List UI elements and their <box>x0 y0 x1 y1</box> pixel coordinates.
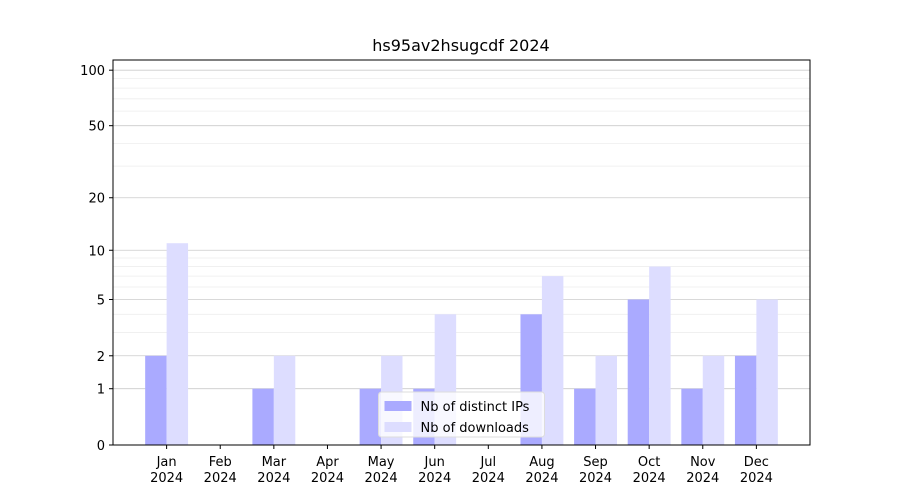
x-tick-label: Nov 2024 <box>686 455 719 486</box>
x-tick-label: May 2024 <box>365 455 398 486</box>
x-tick-label: Jul 2024 <box>472 455 505 486</box>
bar <box>756 299 778 445</box>
bar <box>166 243 189 445</box>
bar <box>681 388 703 445</box>
legend-label: Nb of downloads <box>421 421 530 436</box>
bar <box>145 355 167 445</box>
bar <box>702 355 725 445</box>
bar <box>595 355 617 445</box>
y-tick-label: 10 <box>88 244 105 259</box>
bar <box>574 388 596 445</box>
bar <box>252 388 274 445</box>
x-tick-label: Mar 2024 <box>257 455 290 486</box>
y-tick-label: 20 <box>88 192 105 207</box>
y-tick-label: 0 <box>97 439 105 454</box>
bar <box>734 355 757 445</box>
bar <box>541 276 564 445</box>
plot-frame <box>112 59 811 446</box>
chart-title: hs95av2hsugcdf 2024 <box>372 36 549 55</box>
x-tick-label: Jan 2024 <box>150 455 183 486</box>
y-tick-label: 5 <box>97 293 105 308</box>
x-tick-label: Aug 2024 <box>525 455 558 486</box>
legend-swatch <box>384 401 412 411</box>
legend-box <box>378 391 545 438</box>
x-tick-label: Feb 2024 <box>204 455 237 486</box>
bar <box>627 299 650 445</box>
x-tick-label: Jun 2024 <box>418 455 451 486</box>
x-tick-label: Sep 2024 <box>579 455 612 486</box>
y-tick-label: 50 <box>88 120 105 135</box>
bar <box>359 388 382 445</box>
legend-swatch <box>384 422 412 432</box>
y-tick-label: 2 <box>97 350 105 365</box>
x-tick-label: Apr 2024 <box>311 455 344 486</box>
bar <box>649 266 671 445</box>
bar <box>273 355 296 445</box>
y-tick-label: 1 <box>97 383 105 398</box>
y-tick-label: 100 <box>80 64 105 79</box>
x-tick-label: Dec 2024 <box>740 455 773 486</box>
legend-label: Nb of distinct IPs <box>421 400 530 415</box>
x-tick-label: Oct 2024 <box>633 455 666 486</box>
